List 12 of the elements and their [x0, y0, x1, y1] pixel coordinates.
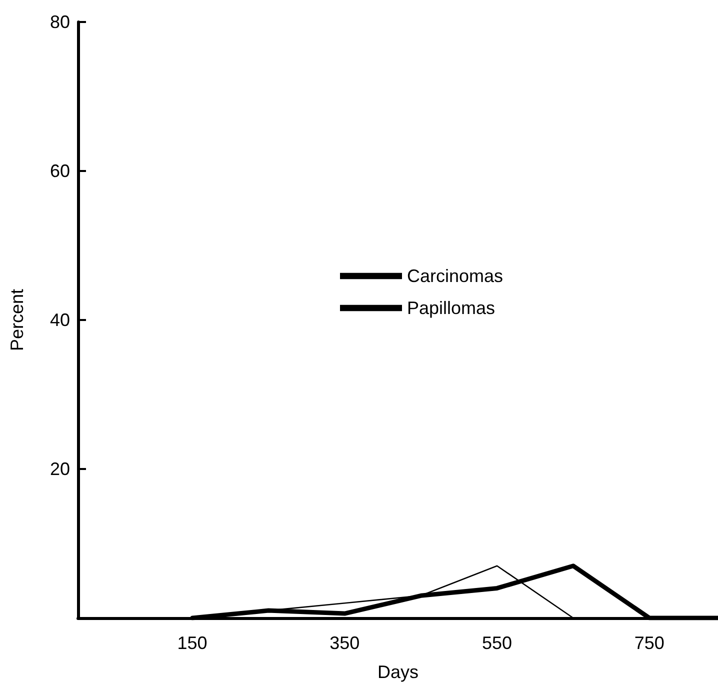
x-axis-title: Days	[377, 662, 419, 682]
y-tick-label: 40	[50, 310, 70, 330]
y-tick-label: 60	[50, 161, 70, 181]
legend-label: Carcinomas	[407, 266, 504, 286]
y-tick-label: 80	[50, 12, 70, 32]
x-tick-label: 750	[634, 633, 664, 653]
x-tick-label: 350	[330, 633, 360, 653]
legend-label: Papillomas	[407, 298, 496, 318]
y-tick-label: 20	[50, 459, 70, 479]
x-tick-label: 150	[177, 633, 208, 653]
y-axis-title: Percent	[7, 288, 27, 352]
x-tick-label: 550	[482, 633, 512, 653]
